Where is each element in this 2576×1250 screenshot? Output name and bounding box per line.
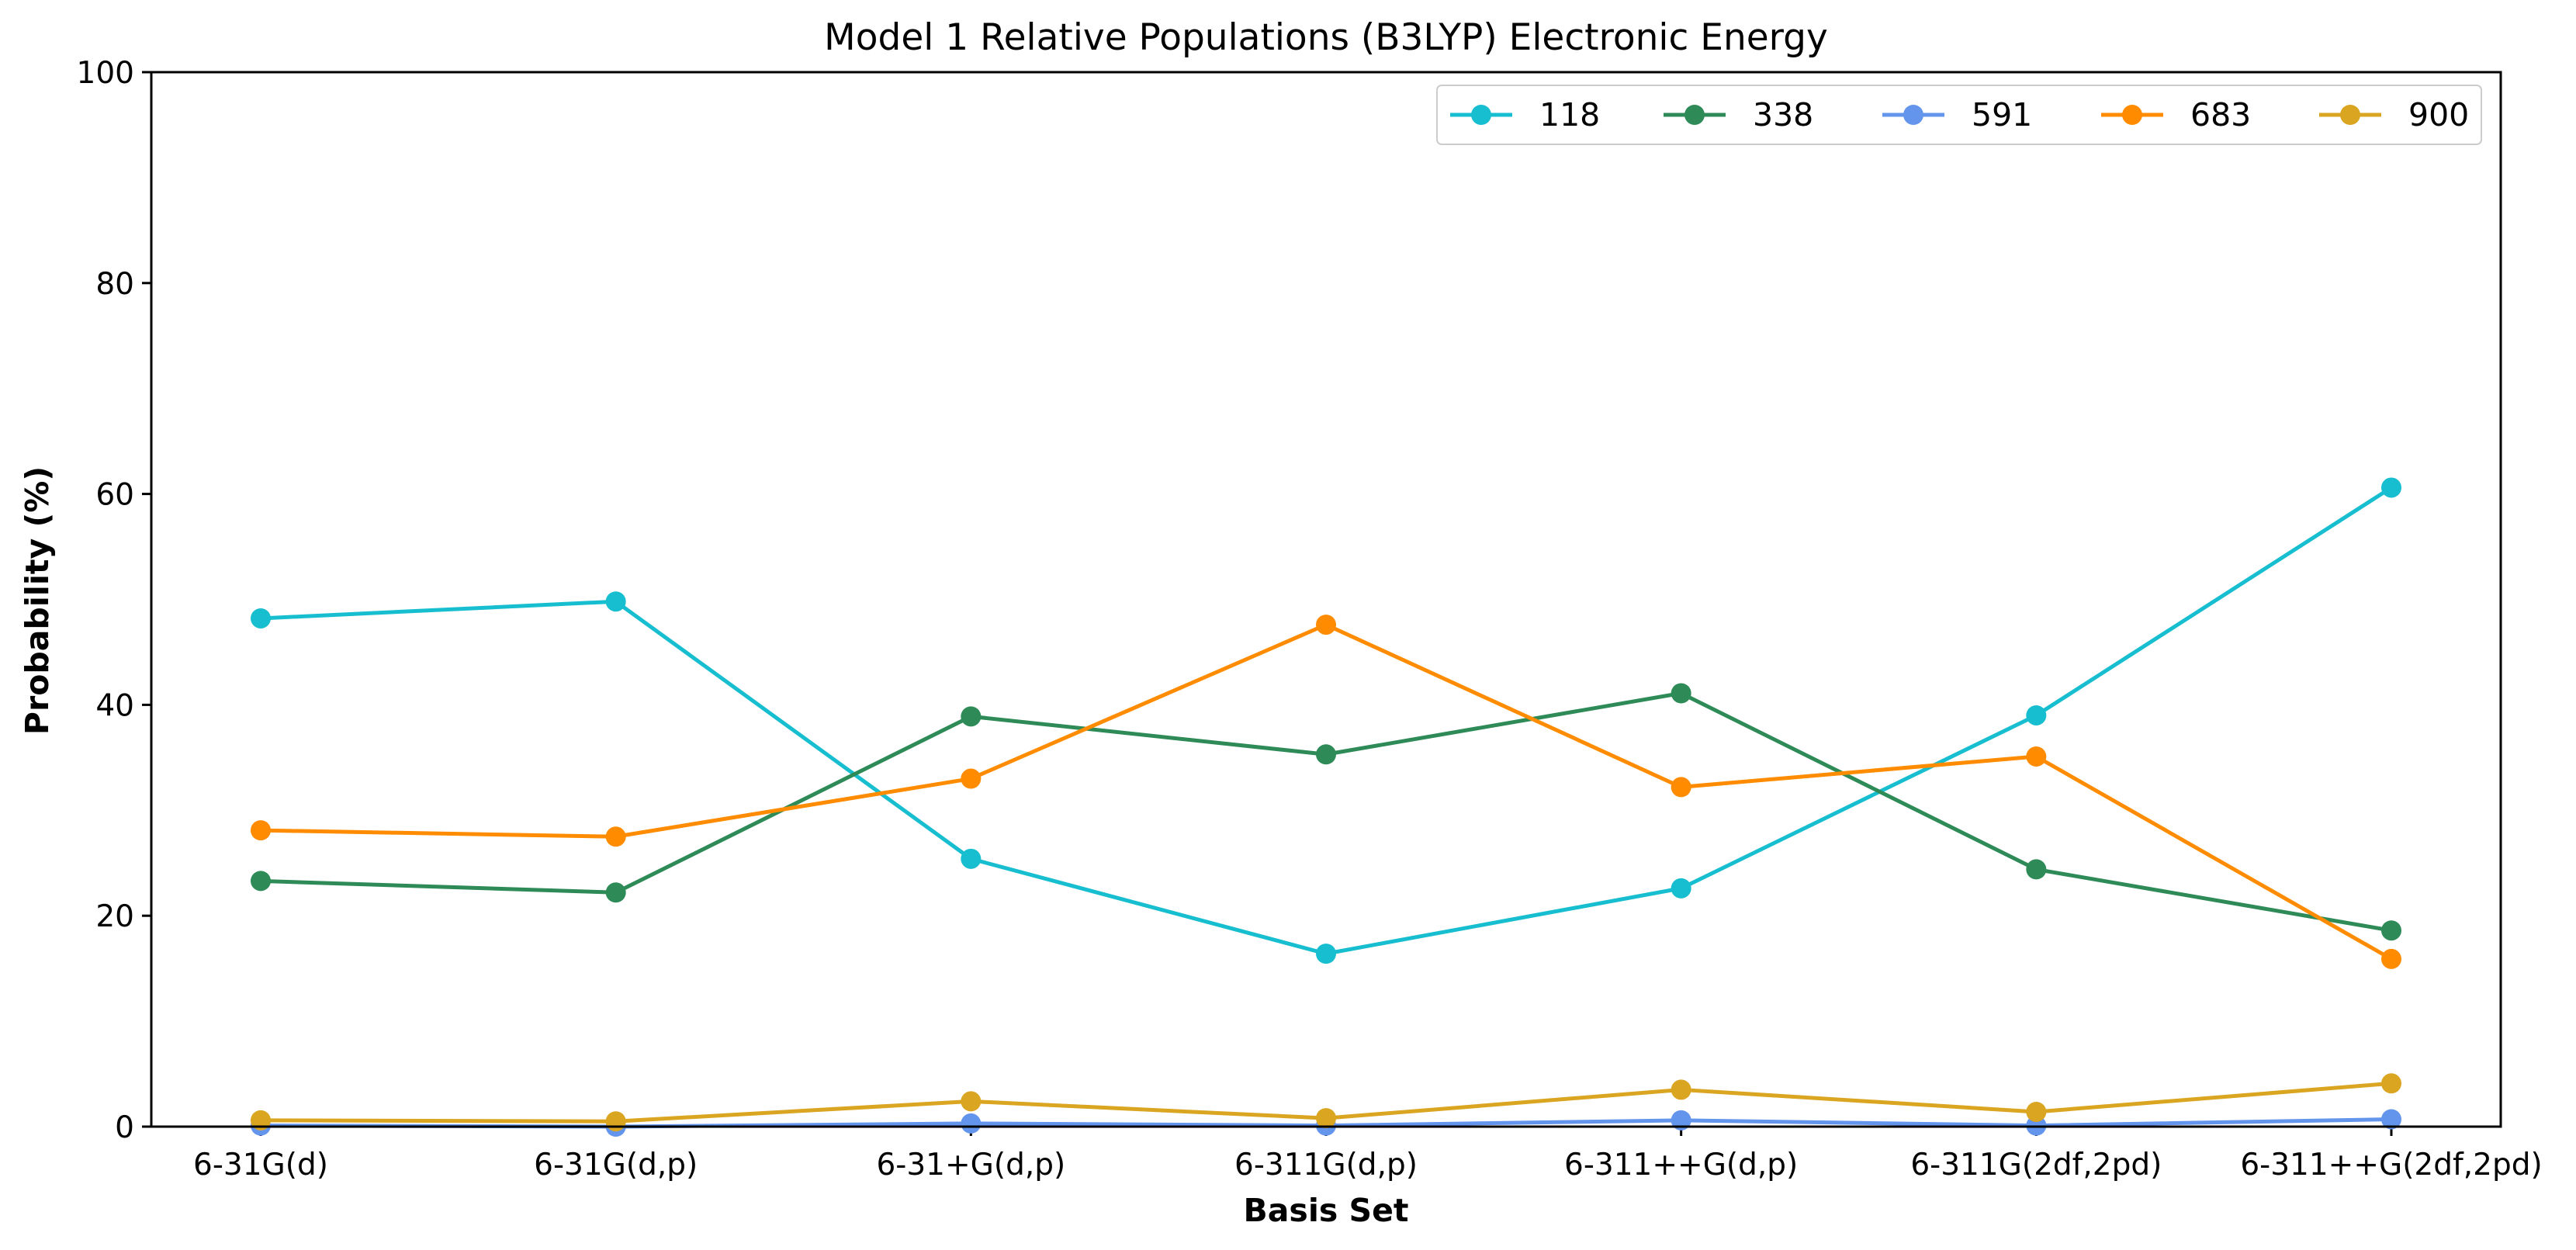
legend-label: 683 [2190,96,2251,133]
data-point [2381,1109,2401,1130]
x-axis-label: Basis Set [1244,1192,1409,1229]
data-point [961,1113,982,1134]
data-point [1671,683,1691,704]
data-point [2026,859,2047,880]
data-point [1671,1079,1691,1100]
series-900 [251,1073,2401,1132]
y-axis-label: Probability (%) [19,466,56,735]
y-tick-label: 40 [95,688,134,723]
data-point [961,1091,982,1112]
data-point [251,608,271,628]
legend-swatch-marker [2340,105,2360,125]
legend-label: 118 [1539,96,1600,133]
plot-frame [150,71,2502,1128]
data-point [251,1110,271,1131]
legend-swatch-marker [1684,105,1705,125]
series-line [260,486,2393,956]
data-point [2026,705,2047,725]
x-tick-label: 6-311G(d,p) [1234,1148,1418,1182]
legend-label: 591 [1972,96,2032,133]
legend-entry-338: 338 [1664,96,1813,133]
series-line [260,691,2392,933]
x-tick-label: 6-311++G(2df,2pd) [2240,1148,2542,1182]
data-point [605,882,626,903]
data-point [1671,777,1691,798]
legend-entry-683: 683 [2101,96,2251,133]
data-point [1671,878,1691,899]
data-point [605,1111,626,1132]
y-tick-label: 80 [95,267,134,302]
legend-entry-118: 118 [1450,96,1600,133]
x-tick-label: 6-311G(2df,2pd) [1910,1148,2162,1182]
axis-ticks: 0 20 40 60 80 100 6-31G(d) 6-31G(d,p) 6-31+G(d,p… [77,56,2543,1182]
x-tick-label: 6-31G(d) [193,1148,328,1182]
series-338 [251,683,2401,941]
legend-label: 338 [1753,96,1813,133]
legend-swatch-marker [2122,105,2142,125]
data-point [2026,746,2047,767]
data-point [251,820,271,841]
series-118 [251,477,2401,964]
legend-entry-591: 591 [1882,96,2032,133]
data-point [1316,744,1336,765]
data-point [605,826,626,847]
data-point [2381,477,2401,498]
y-tick-label: 100 [77,56,134,91]
series-line [260,622,2393,961]
data-point [961,706,982,727]
y-tick-label: 60 [95,478,134,513]
data-point [1316,615,1336,635]
x-tick-label: 6-31G(d,p) [534,1148,698,1182]
x-tick-label: 6-31+G(d,p) [876,1148,1065,1182]
data-point [2381,948,2401,969]
data-point [2026,1101,2047,1122]
data-point [1316,1108,1336,1129]
legend: 118 338 591 683 900 [1436,85,2482,145]
data-point [1671,1110,1691,1131]
legend-entry-900: 900 [2319,96,2469,133]
data-point [2381,1073,2401,1094]
chart-title: Model 1 Relative Populations (B3LYP) Ele… [824,16,1828,59]
legend-label: 900 [2408,96,2469,133]
legend-box [1436,85,2482,145]
series-683 [251,615,2401,969]
series-layer [251,477,2401,1137]
data-point [961,848,982,869]
data-point [251,871,271,892]
data-point [1316,944,1336,964]
legend-swatch-marker [1903,105,1923,125]
legend-swatch-marker [1471,105,1491,125]
y-tick-label: 0 [115,1110,134,1145]
y-tick-label: 20 [95,899,134,934]
data-point [961,768,982,789]
data-point [2381,920,2401,941]
x-tick-label: 6-311++G(d,p) [1564,1148,1798,1182]
data-point [605,591,626,612]
